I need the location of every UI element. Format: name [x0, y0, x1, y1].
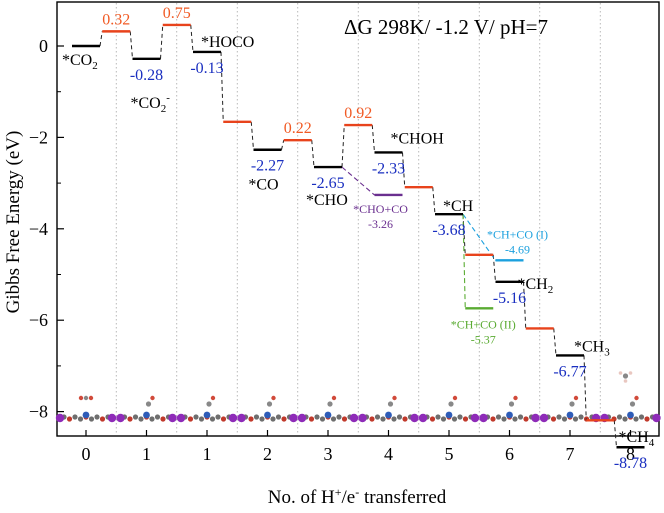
y-tick-label: −6: [29, 310, 48, 330]
species-label: *CH4: [619, 429, 655, 449]
energy-levels: [72, 23, 645, 449]
y-axis-label: Gibbs Free Energy (eV): [3, 131, 24, 314]
structure-thumbnail: [600, 395, 661, 423]
x-tick-label: 3: [324, 444, 333, 464]
structure-thumbnail: [116, 395, 177, 423]
axis-ticks: 0 1 1 2 3 4 5 6 7 8 0 −2 −4 −6 −8: [29, 36, 635, 464]
x-tick-label: 2: [263, 444, 272, 464]
branch-name-label: *CH+CO (II): [451, 317, 516, 331]
connector-line: [553, 328, 557, 356]
branch-connector: [462, 213, 496, 261]
adsorbate-structures: [55, 371, 661, 423]
branch-value-label: -4.69: [505, 242, 530, 256]
species-label: *CO2: [62, 52, 98, 72]
branch-value-label: -3.26: [368, 217, 393, 231]
structure-thumbnail: [539, 395, 601, 423]
branch-connector: [341, 166, 375, 196]
connector-line: [220, 51, 224, 122]
x-tick-label: 0: [82, 444, 91, 464]
species-label: *CHO: [306, 192, 348, 209]
connector-line: [99, 31, 103, 47]
connector-line: [432, 187, 436, 215]
branch-name-label: *CH+CO (I): [487, 227, 548, 241]
x-tick-label: 6: [505, 444, 514, 464]
connector-line: [311, 140, 315, 168]
energy-value-label: -3.68: [432, 222, 465, 239]
y-tick-label: 0: [39, 36, 48, 56]
transition-value-label: 0.22: [284, 120, 312, 137]
x-tick-label: 1: [142, 444, 151, 464]
y-tick-label: −4: [29, 219, 48, 239]
structure-thumbnail: [358, 395, 419, 423]
dashed-connectors: [99, 24, 617, 448]
y-tick-label: −2: [29, 127, 48, 147]
transition-value-label: 0.92: [344, 105, 372, 122]
connector-line: [341, 125, 345, 168]
chart-title: ΔG 298K/ -1.2 V/ pH=7: [344, 15, 548, 39]
connector-line: [613, 420, 617, 448]
structure-thumbnail: [297, 395, 359, 423]
transition-value-label: 0.32: [102, 11, 130, 28]
connector-line: [371, 125, 375, 153]
connector-line: [190, 24, 194, 52]
connector-line: [160, 24, 164, 59]
connector-line: [523, 281, 527, 329]
species-label: *HOCO: [201, 34, 254, 51]
energy-value-label: -8.78: [614, 455, 647, 472]
y-tick-label: −8: [29, 402, 48, 422]
branch-paths: [341, 166, 524, 310]
x-axis-label: No. of H+/e- transferred: [268, 485, 447, 508]
x-tick-label: 7: [566, 444, 575, 464]
energy-value-label: -6.77: [553, 363, 586, 380]
level-labels: *CO20.32-0.28*CO2-0.75-0.13*HOCO-2.27*CO…: [62, 5, 655, 472]
species-label: *CH3: [574, 338, 610, 358]
structure-thumbnail: [418, 395, 480, 423]
x-tick-label: 8: [626, 444, 635, 464]
energy-value-label: -0.28: [130, 67, 163, 84]
structure-thumbnail: [176, 395, 238, 423]
x-tick-label: 1: [203, 444, 212, 464]
connector-line: [583, 355, 587, 421]
x-tick-label: 5: [445, 444, 454, 464]
connector-line: [402, 152, 406, 188]
transition-value-label: 0.75: [163, 5, 191, 22]
energy-value-label: -0.13: [190, 60, 223, 77]
structure-thumbnail: [237, 395, 298, 423]
structure-thumbnail: [479, 395, 540, 423]
species-label: *CO: [248, 177, 278, 194]
x-tick-label: 4: [384, 444, 393, 464]
species-label: *CH: [443, 198, 474, 215]
connector-line: [250, 121, 254, 150]
species-label: *CO2-: [131, 92, 171, 115]
branch-name-label: *CHO+CO: [353, 202, 408, 216]
energy-value-label: -2.27: [251, 158, 284, 175]
species-label: *CHOH: [391, 130, 445, 147]
connector-line: [129, 31, 133, 59]
energy-value-label: -2.65: [311, 175, 344, 192]
energy-value-label: -5.16: [493, 290, 526, 307]
plot-frame: [56, 1, 660, 437]
vertical-grid: [115, 3, 601, 435]
species-label: *CH2: [518, 276, 554, 296]
structure-thumbnail: [55, 411, 117, 423]
energy-value-label: -2.33: [372, 160, 405, 177]
connector-line: [281, 140, 285, 150]
branch-value-label: -5.37: [471, 332, 496, 346]
connector-line: [492, 254, 496, 282]
